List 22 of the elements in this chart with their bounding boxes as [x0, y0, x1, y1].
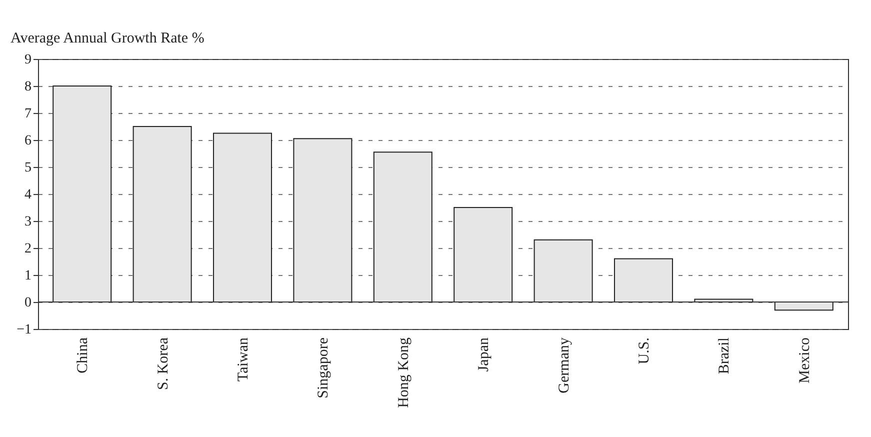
y-tick-label: 1 [24, 268, 32, 284]
x-tick-label: Brazil [716, 338, 733, 374]
x-tick-label: Taiwan [236, 337, 252, 382]
y-tick-label: 8 [24, 80, 32, 94]
x-tick-label: Singapore [316, 337, 332, 398]
x-tick-label: China [75, 337, 92, 374]
x-tick-label: Germany [556, 337, 572, 394]
y-tick-label: 0 [24, 296, 32, 310]
y-tick-label: −1 [16, 322, 32, 338]
y-tick-label: 6 [24, 134, 32, 148]
x-tick-label: Hong Kong [396, 337, 412, 408]
x-tick-label: U.S. [636, 338, 652, 364]
x-tick-label: Mexico [796, 338, 813, 384]
x-tick-label: Japan [476, 337, 492, 372]
y-tick-label: 3 [24, 214, 32, 230]
y-axis-title: Average Annual Growth Rate % [10, 30, 204, 46]
y-tick-label: 5 [24, 160, 32, 176]
x-tick-label: S. Korea [155, 337, 172, 390]
y-tick-label: 4 [24, 188, 32, 202]
y-tick-label: 9 [24, 52, 32, 68]
y-tick-label: 7 [24, 106, 32, 122]
y-tick-label: 2 [24, 242, 32, 256]
